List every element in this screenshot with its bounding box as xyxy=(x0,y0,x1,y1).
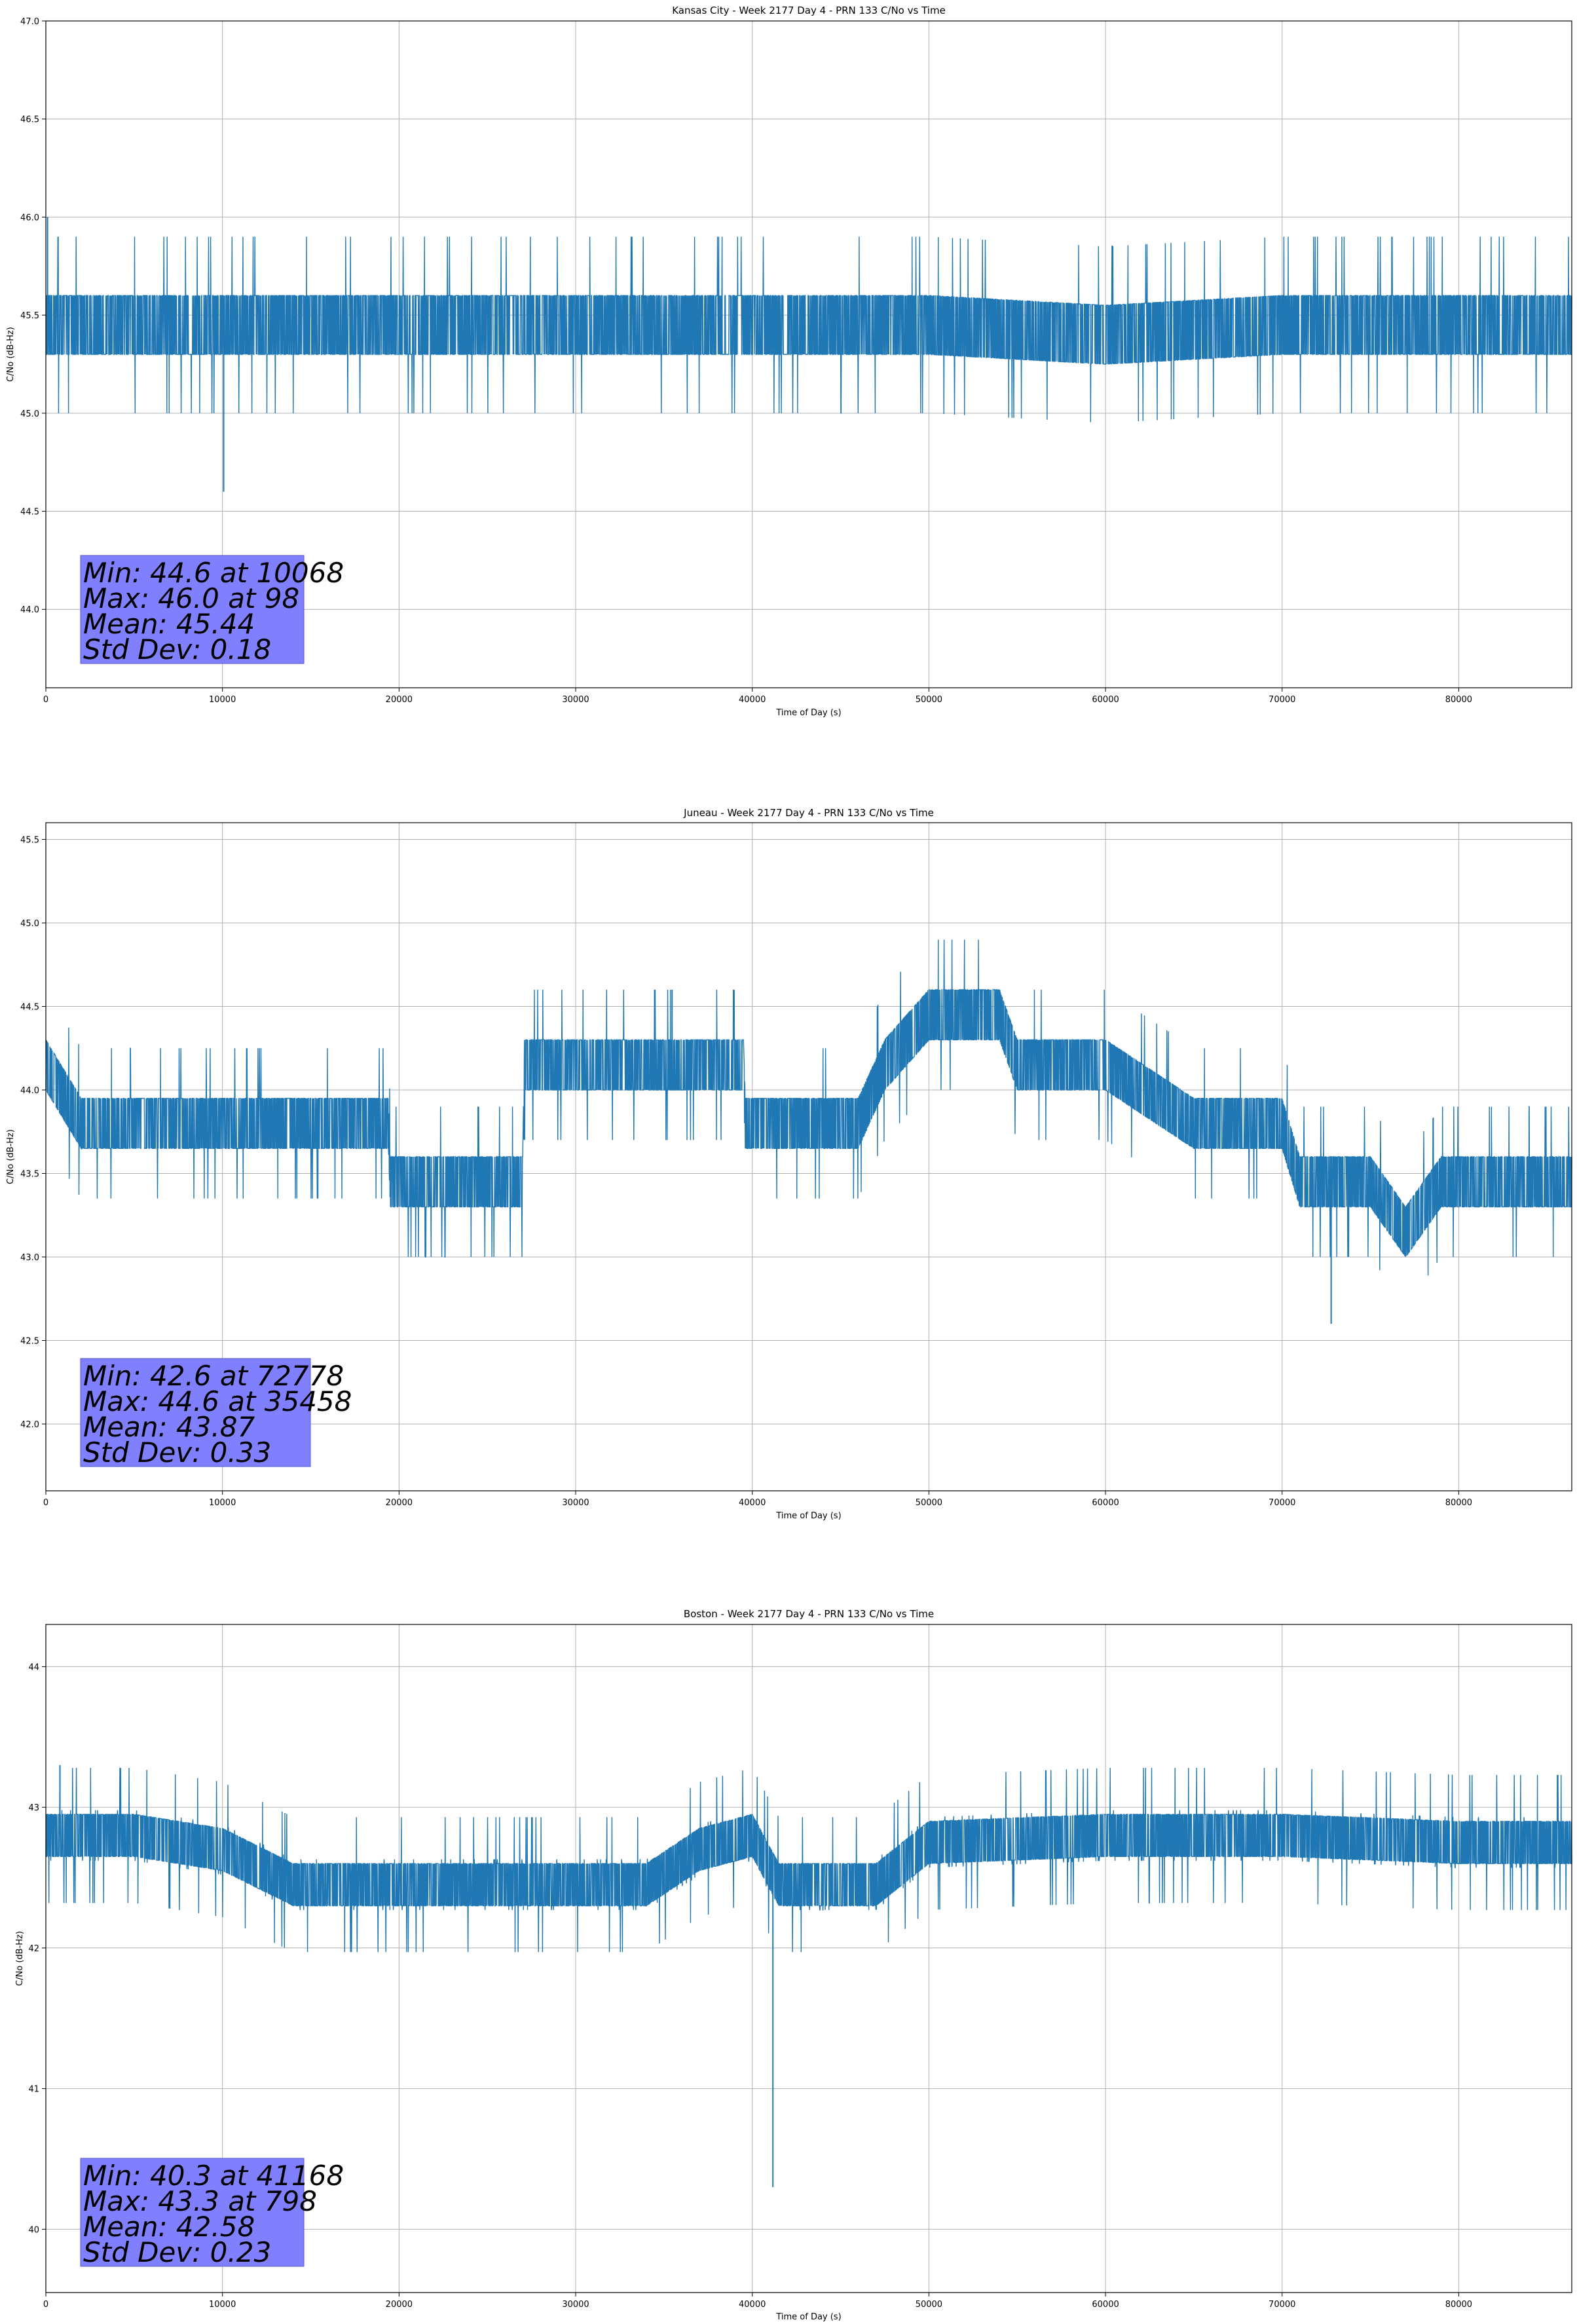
series-line xyxy=(46,217,1572,492)
x-tick-label: 60000 xyxy=(1092,2300,1119,2310)
chart-panel-boston: Boston - Week 2177 Day 4 - PRN 133 C/No … xyxy=(15,1608,1572,2322)
stats-mean: Mean: 45.44 xyxy=(83,608,255,640)
x-tick-label: 0 xyxy=(43,695,48,705)
chart-panel-kansas-city: Kansas City - Week 2177 Day 4 - PRN 133 … xyxy=(6,5,1572,718)
x-tick-label: 20000 xyxy=(386,695,413,705)
y-tick-label: 46.0 xyxy=(20,213,39,223)
y-tick-label: 43.5 xyxy=(20,1170,39,1180)
x-tick-label: 30000 xyxy=(562,1498,589,1508)
x-tick-label: 50000 xyxy=(916,2300,942,2310)
stats-box xyxy=(80,2158,305,2267)
x-axis-label: Time of Day (s) xyxy=(775,1511,841,1521)
x-tick-label: 30000 xyxy=(562,695,589,705)
x-tick-label: 40000 xyxy=(739,1498,766,1508)
plot-frame xyxy=(45,1624,1572,2293)
x-tick-label: 80000 xyxy=(1445,695,1472,705)
series-line xyxy=(45,1765,1572,2187)
x-tick-label: 30000 xyxy=(562,2300,589,2310)
y-tick-label: 42.0 xyxy=(20,1420,39,1430)
y-axis-label: C/No (dB-Hz) xyxy=(6,1129,16,1184)
x-tick-label: 60000 xyxy=(1092,695,1119,705)
x-tick-label: 50000 xyxy=(916,695,942,705)
x-axis-label: Time of Day (s) xyxy=(775,708,841,718)
x-tick-label: 20000 xyxy=(386,2300,413,2310)
stats-std-dev: Std Dev: 0.18 xyxy=(83,633,271,665)
stats-max: Max: 44.6 at 35458 xyxy=(83,1385,352,1417)
x-tick-label: 70000 xyxy=(1269,1498,1295,1508)
plot-frame xyxy=(45,822,1572,1491)
x-tick-label: 40000 xyxy=(739,2300,766,2310)
stats-max: Max: 46.0 at 98 xyxy=(83,582,299,614)
stats-mean: Mean: 42.58 xyxy=(83,2211,255,2243)
stats-std-dev: Std Dev: 0.23 xyxy=(83,2236,271,2268)
y-tick-label: 40 xyxy=(28,2225,39,2235)
stats-mean: Mean: 43.87 xyxy=(83,1411,255,1443)
x-tick-label: 0 xyxy=(43,2300,48,2310)
y-tick-label: 42 xyxy=(28,1944,39,1954)
x-tick-label: 0 xyxy=(43,1498,48,1508)
stats-box xyxy=(80,555,305,664)
y-tick-label: 44.0 xyxy=(20,1086,39,1096)
y-axis-label: C/No (dB-Hz) xyxy=(6,327,16,382)
x-tick-label: 60000 xyxy=(1092,1498,1119,1508)
series-line xyxy=(45,939,1572,1324)
y-tick-label: 42.5 xyxy=(20,1337,39,1347)
y-tick-label: 45.0 xyxy=(20,409,39,419)
y-axis-label: C/No (dB-Hz) xyxy=(15,1931,25,1986)
y-tick-label: 45.0 xyxy=(20,919,39,929)
y-tick-label: 43.0 xyxy=(20,1253,39,1263)
y-tick-label: 45.5 xyxy=(20,836,39,846)
y-tick-label: 47.0 xyxy=(20,17,39,27)
y-tick-label: 44.5 xyxy=(20,508,39,517)
chart-title: Boston - Week 2177 Day 4 - PRN 133 C/No … xyxy=(684,1608,934,1620)
stats-min: Min: 44.6 at 10068 xyxy=(83,557,344,589)
y-tick-label: 44.0 xyxy=(20,605,39,615)
y-tick-label: 44 xyxy=(28,1662,39,1672)
x-axis-label: Time of Day (s) xyxy=(775,2312,841,2322)
stats-std-dev: Std Dev: 0.33 xyxy=(83,1436,271,1469)
x-tick-label: 10000 xyxy=(209,2300,236,2310)
stats-box xyxy=(80,1358,311,1467)
y-tick-label: 41 xyxy=(28,2085,39,2095)
x-tick-label: 40000 xyxy=(739,695,766,705)
stats-min: Min: 42.6 at 72778 xyxy=(83,1360,344,1392)
y-tick-label: 44.5 xyxy=(20,1003,39,1013)
x-tick-label: 70000 xyxy=(1269,695,1295,705)
chart-title: Juneau - Week 2177 Day 4 - PRN 133 C/No … xyxy=(683,807,934,819)
x-tick-label: 80000 xyxy=(1445,2300,1472,2310)
stats-min: Min: 40.3 at 41168 xyxy=(83,2160,344,2192)
plot-frame xyxy=(45,20,1572,688)
stats-max: Max: 43.3 at 798 xyxy=(83,2185,317,2217)
x-tick-label: 10000 xyxy=(209,695,236,705)
x-tick-label: 20000 xyxy=(386,1498,413,1508)
chart-title: Kansas City - Week 2177 Day 4 - PRN 133 … xyxy=(672,5,946,16)
x-tick-label: 70000 xyxy=(1269,2300,1295,2310)
x-tick-label: 80000 xyxy=(1445,1498,1472,1508)
y-tick-label: 43 xyxy=(28,1803,39,1813)
y-tick-label: 45.5 xyxy=(20,311,39,321)
chart-panel-juneau: Juneau - Week 2177 Day 4 - PRN 133 C/No … xyxy=(6,807,1572,1521)
x-tick-label: 10000 xyxy=(209,1498,236,1508)
x-tick-label: 50000 xyxy=(916,1498,942,1508)
y-tick-label: 46.5 xyxy=(20,115,39,125)
